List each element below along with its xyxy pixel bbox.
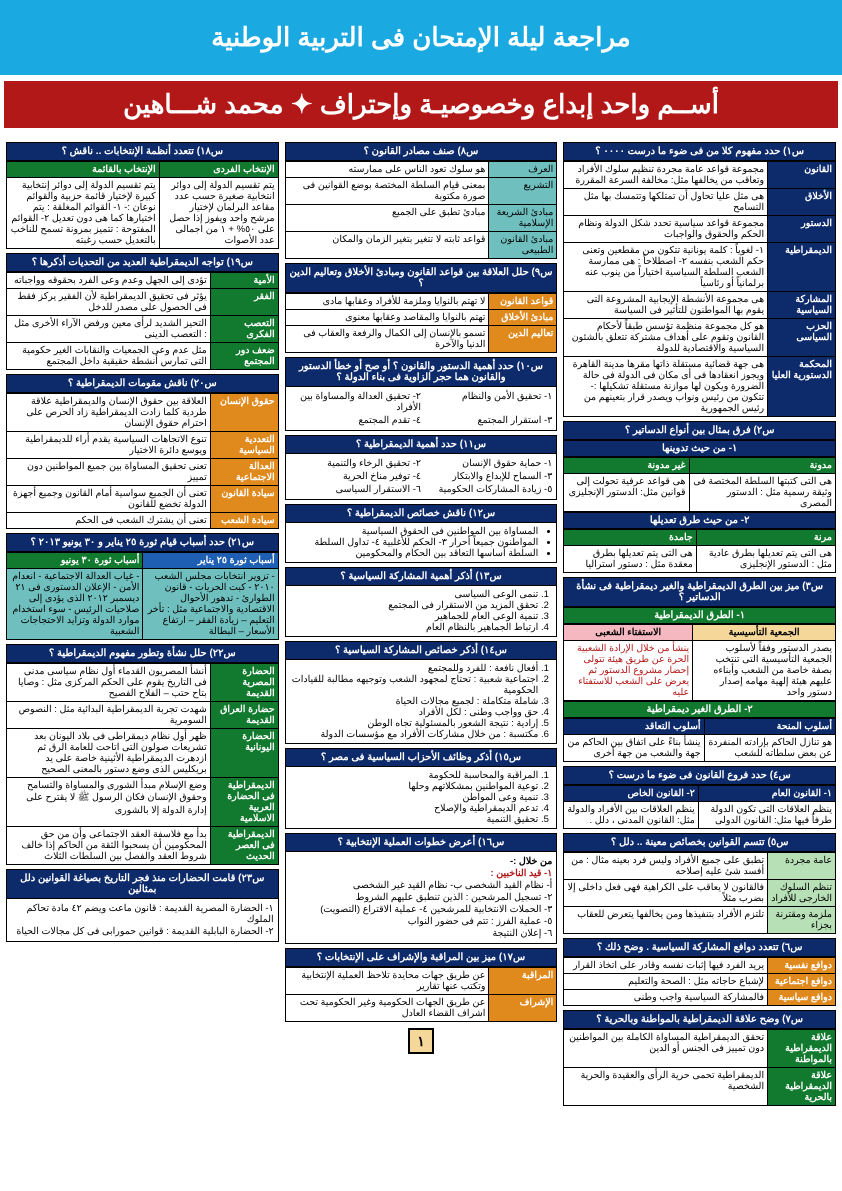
q10-title: س١٠) حدد أهمية الدستور والقانون ؟ أو صح …: [285, 357, 558, 387]
q18-title: س١٨) تتعدد أنظمة الإنتخابات .. ناقش ؟: [6, 142, 279, 161]
q23-list: ١- الحضارة المصرية القديمة : قانون ماعت …: [6, 899, 279, 942]
q15-title: س١٥) أذكر وظائف الأحزاب السياسية فى مصر …: [285, 748, 558, 767]
red-banner: أســم واحد إبداع وخصوصيـة وإحتراف ✦ محمد…: [4, 81, 838, 128]
q9-title: س٩) حلل العلاقة بين قواعد القانون ومبادئ…: [285, 263, 558, 293]
q17-title: س١٧) ميز بين المراقبة والإشراف على الإنت…: [285, 948, 558, 967]
q17-table: المراقبةعن طريق جهات محايدة تلاحظ العملي…: [285, 967, 558, 1022]
q2-sub1: ١- من حيث تدوينها: [563, 440, 836, 457]
q2-sub2: ٢- من حيث طرق تعديلها: [563, 512, 836, 529]
q4-title: س٤) حدد فروع القانون فى ضوء ما درست ؟: [563, 766, 836, 785]
q4-table: ١- القانون العام٢- القانون الخاص ينظم ال…: [563, 785, 836, 829]
column-3: س١٨) تتعدد أنظمة الإنتخابات .. ناقش ؟ ال…: [6, 138, 279, 1106]
top-banner: مراجعة ليلة الإمتحان فى التربية الوطنية: [0, 0, 842, 75]
q2-title: س٢) فرق بمثال بين أنواع الدساتير ؟: [563, 421, 836, 440]
q3-table2: أسلوب المنحةأسلوب التعاقد هو تنازل الحاك…: [563, 718, 836, 762]
q14-list: أفعال نافعة : للفرد وللمجتمعاجتماعية شعب…: [285, 660, 558, 744]
q8-title: س٨) صنف مصادر القانون ؟: [285, 142, 558, 161]
q6-table: دوافع نفسيةيريد الفرد فيها إثبات نفسه وق…: [563, 957, 836, 1006]
q16-title: س١٦) أعرض خطوات العملية الإنتخابية ؟: [285, 833, 558, 852]
q2-table2: مرنةجامدة هى التى يتم تعديلها بطرق عادية…: [563, 529, 836, 573]
q3-table1: الجمعية التأسيسيةالاستفتاء الشعبى يصدر ا…: [563, 624, 836, 701]
q11-list: ١- حماية حقوق الإنسان٢- تحقيق الرخاء وال…: [285, 454, 558, 500]
q23-title: س٢٣) قامت الحضارات منذ فجر التاريخ بصياغ…: [6, 869, 279, 899]
q21-table: أسباب ثورة ٢٥ ينايرأسباب ثورة ٣٠ يونيو -…: [6, 552, 279, 640]
q5-title: س٥) تتسم القوانين بخصائص معينة .. دلل ؟: [563, 833, 836, 852]
q19-title: س١٩) تواجه الديمقراطية العديد من التحديا…: [6, 253, 279, 272]
q8-table: العرفهو سلوك تعود الناس على ممارستهالتشر…: [285, 161, 558, 259]
q18-table: الإنتخاب الفردىالإنتخاب بالقائمة يتم تقس…: [6, 161, 279, 249]
column-1: س١) حدد مفهوم كلا من فى ضوء ما درست ٠٠٠٠…: [563, 138, 836, 1106]
column-2: س٨) صنف مصادر القانون ؟ العرفهو سلوك تعو…: [285, 138, 558, 1106]
q3-sub2: ٢- الطرق الغير ديمقراطية: [563, 701, 836, 718]
q14-title: س١٤) أذكر خصائص المشاركة السياسية ؟: [285, 641, 558, 660]
q16-list: من خلال :- ١- قيد الناخبين : أ- نظام الق…: [285, 852, 558, 944]
q15-list: المراقبة والمحاسبة للحكومةتوعية المواطني…: [285, 767, 558, 829]
q2-table1: مدونةغير مدونة هى التى كتبتها السلطة الم…: [563, 457, 836, 512]
q6-title: س٦) تتعدد دوافع المشاركة السياسية . وضح …: [563, 938, 836, 957]
q19-table: الأميةتؤدى إلى الجهل وعدم وعى الفرد بحقو…: [6, 272, 279, 370]
three-columns: س١) حدد مفهوم كلا من فى ضوء ما درست ٠٠٠٠…: [0, 134, 842, 1110]
q21-title: س٢١) حدد أسباب قيام ثورة ٢٥ يناير و ٣٠ ي…: [6, 533, 279, 552]
q13-title: س١٣) أذكر أهمية المشاركة السياسية ؟: [285, 567, 558, 586]
q12-title: س١٢) ناقش خصائص الديمقراطية ؟: [285, 504, 558, 523]
q11-title: س١١) حدد أهمية الديمقراطية ؟: [285, 435, 558, 454]
q22-title: س٢٢) حلل نشأة وتطور مفهوم الديمقراطية ؟: [6, 644, 279, 663]
q9-table: قواعد القانونلا تهتم بالنوايا وملزمة للأ…: [285, 293, 558, 353]
q22-table: الحضارة المصرية القديمةأنشأ المصريون الق…: [6, 663, 279, 865]
q1-table: القانونمجموعة قواعد عامة مجردة تنظيم سلو…: [563, 161, 836, 417]
q12-list: المساواة بين المواطنين فى الحقوق السياسي…: [285, 523, 558, 563]
q7-table: علاقة الديمقراطية بالمواطنةتحقق الديمقرا…: [563, 1029, 836, 1106]
q10-list: ١- تحقيق الأمن والنظام٢- تحقيق العدالة و…: [285, 387, 558, 431]
q7-title: س٧) وضح علاقة الديمقراطية بالمواطنة وبال…: [563, 1010, 836, 1029]
q13-list: تنمى الوعى السياسىتحقق المزيد من الاستقر…: [285, 586, 558, 637]
q5-table: عامة مجردةتطبق على جميع الأفراد وليس فرد…: [563, 852, 836, 934]
q1-title: س١) حدد مفهوم كلا من فى ضوء ما درست ٠٠٠٠…: [563, 142, 836, 161]
q3-sub1: ١- الطرق الديمقراطية: [563, 607, 836, 624]
q20-table: حقوق الإنسانالعلاقة بين حقوق الإنسان وال…: [6, 393, 279, 529]
q3-title: س٣) ميز بين الطرق الديمقراطية والغير ديم…: [563, 577, 836, 607]
q20-title: س٢٠) ناقش مقومات الديمقراطية ؟: [6, 374, 279, 393]
page-number: ١: [285, 1028, 558, 1054]
